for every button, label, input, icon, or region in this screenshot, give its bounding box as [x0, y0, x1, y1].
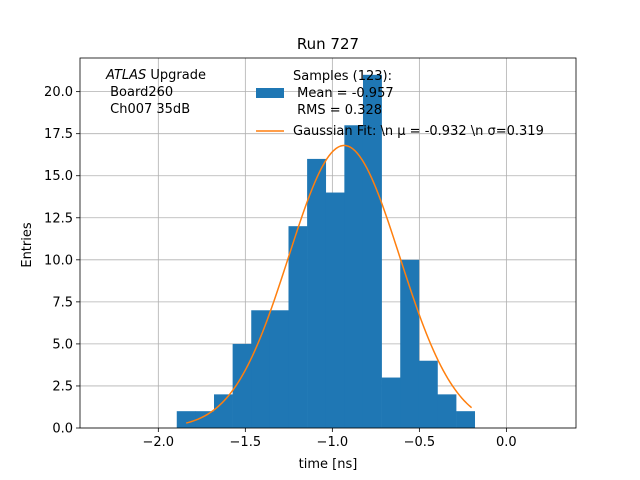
annotation-upgrade: Upgrade — [146, 68, 206, 83]
histogram-bar — [325, 192, 345, 428]
histogram-bar — [288, 226, 308, 428]
gaussian-fit-line — [185, 144, 473, 424]
legend-label-histogram-line-3: RMS = 0.328 — [293, 103, 382, 118]
y-tick-label: 15.0 — [44, 169, 73, 184]
chart-title: Run 727 — [297, 35, 359, 53]
y-tick-label: 12.5 — [44, 211, 73, 226]
x-tick-label: −2.0 — [143, 435, 175, 450]
x-tick-label: −0.5 — [404, 435, 436, 450]
y-tick-label: 5.0 — [52, 337, 73, 352]
annotation-line-3: Ch007 35dB — [106, 102, 190, 117]
legend-label-fit: Gaussian Fit: \n μ = -0.932 \n σ=0.319 — [293, 124, 544, 139]
annotation-line-1: ATLAS Upgrade — [105, 68, 206, 83]
histogram-bar — [232, 343, 252, 428]
y-tick-label: 7.5 — [52, 295, 73, 310]
histogram-bar — [307, 158, 327, 428]
plot-frame — [79, 57, 577, 429]
histogram-bar — [344, 125, 364, 428]
histogram-bar — [214, 394, 233, 428]
histogram-bar — [251, 310, 271, 428]
histogram-bar — [176, 411, 196, 428]
y-tick-label: 17.5 — [44, 127, 73, 142]
y-axis-ticks: 0.0 2.5 5.0 7.5 10.0 12.5 15.0 17.5 20.0 — [44, 85, 80, 437]
x-tick-label: 0.0 — [496, 435, 517, 450]
legend-label-histogram-line-1: Samples (123): — [293, 69, 392, 84]
y-tick-label: 2.5 — [52, 379, 73, 394]
histogram-bar — [437, 394, 457, 428]
annotation-block: ATLAS Upgrade Board260 Ch007 35dB — [105, 68, 206, 117]
histogram-bar — [381, 377, 401, 428]
histogram-bar — [362, 74, 382, 429]
histogram-bar — [456, 411, 476, 428]
legend-label-histogram-line-2: Mean = -0.957 — [293, 86, 394, 101]
histogram-bar — [195, 411, 215, 428]
y-tick-label: 0.0 — [52, 422, 73, 437]
annotation-atlas: ATLAS — [105, 68, 146, 83]
x-tick-label: −1.5 — [230, 435, 262, 450]
y-tick-label: 10.0 — [44, 253, 73, 268]
x-tick-label: −1.0 — [317, 435, 349, 450]
y-tick-label: 20.0 — [44, 85, 73, 100]
x-axis-ticks: −2.0 −1.5 −1.0 −0.5 0.0 — [143, 428, 517, 450]
legend-swatch-histogram — [256, 88, 284, 98]
legend: Samples (123): Mean = -0.957 RMS = 0.328… — [256, 69, 544, 139]
histogram-bar — [418, 360, 438, 428]
histogram-bar — [269, 310, 289, 428]
x-axis-label: time [ns] — [299, 457, 358, 472]
y-axis-label: Entries — [20, 222, 35, 268]
annotation-line-2: Board260 — [106, 85, 173, 100]
